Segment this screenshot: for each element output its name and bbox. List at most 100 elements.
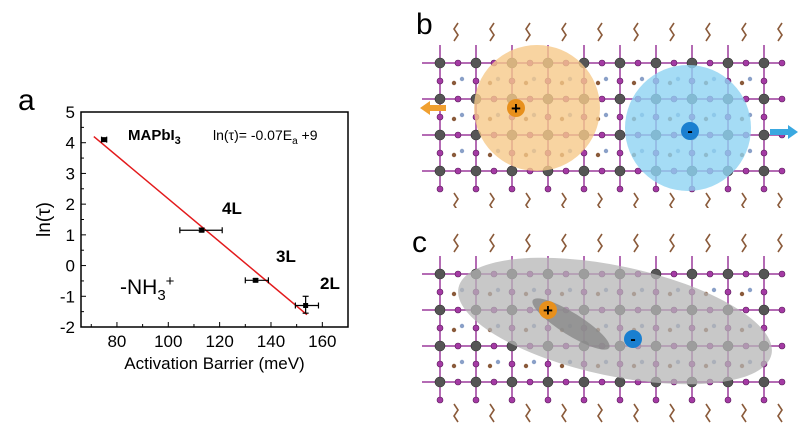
nitrogen-atom <box>495 359 501 365</box>
nitrogen-atom <box>639 76 645 82</box>
lead-atom <box>758 376 770 388</box>
data-point <box>101 137 107 143</box>
iodine-atom <box>760 288 768 296</box>
nitrogen-atom <box>459 76 465 82</box>
iodine-atom <box>616 77 624 85</box>
spacer-chain <box>741 403 747 423</box>
iodine-atom <box>472 360 480 368</box>
y-tick-label: 2 <box>66 195 75 214</box>
lead-atom <box>542 376 554 388</box>
fit-line-group <box>93 135 308 316</box>
y-tick-label: -1 <box>60 287 75 306</box>
spacer-chain <box>777 192 783 208</box>
spacer-chain <box>669 403 675 423</box>
spacer-chain <box>741 233 747 253</box>
carbon-atom <box>451 291 457 297</box>
iodine-atom <box>598 59 606 67</box>
point-label-subscript: 3 <box>175 135 181 147</box>
iodine-atom <box>454 95 462 103</box>
carbon-atom <box>631 80 637 86</box>
iodine-atom <box>598 378 606 386</box>
iodine-atom <box>472 185 480 193</box>
y-axis-title: ln(τ) <box>34 202 55 237</box>
iodine-atom <box>436 396 444 404</box>
lead-atom <box>434 268 446 280</box>
data-points <box>100 136 320 314</box>
iodine-atom <box>436 113 444 121</box>
iodine-atom <box>454 270 462 278</box>
lead-atom <box>506 376 518 388</box>
spacer-chain <box>489 192 495 208</box>
iodine-atom <box>436 324 444 332</box>
spacer-chain <box>525 22 531 42</box>
iodine-atom <box>670 270 678 278</box>
lead-atom <box>470 57 482 69</box>
carbon-atom <box>595 152 601 158</box>
iodine-atom <box>472 396 480 404</box>
spacer-chain <box>561 22 567 42</box>
iodine-atom <box>616 113 624 121</box>
lead-atom <box>434 93 446 105</box>
carbon-atom <box>739 291 745 297</box>
spacer-chain <box>489 22 495 42</box>
iodine-atom <box>760 77 768 85</box>
iodine-atom <box>778 167 786 175</box>
iodine-atom <box>436 288 444 296</box>
lead-atom <box>434 340 446 352</box>
spacer-chain <box>525 192 531 208</box>
iodine-atom <box>598 167 606 175</box>
iodine-atom <box>616 185 624 193</box>
lead-atom <box>506 165 518 177</box>
spacer-chain <box>705 233 711 253</box>
iodine-atom <box>454 131 462 139</box>
spacer-chain <box>705 403 711 423</box>
positive-charge-icon <box>507 99 525 117</box>
nitrogen-atom <box>459 323 465 329</box>
iodine-atom <box>544 396 552 404</box>
spacer-chain <box>561 403 567 423</box>
spacer-chain <box>597 22 603 42</box>
lead-atom <box>758 268 770 280</box>
fit-line <box>93 135 308 316</box>
carbon-atom <box>451 327 457 333</box>
data-point-group <box>179 227 223 234</box>
carbon-atom <box>451 116 457 122</box>
spacer-chain <box>741 22 747 42</box>
iodine-atom <box>652 396 660 404</box>
y-tick-label: 0 <box>66 257 75 276</box>
hole-polaron-region <box>474 45 600 171</box>
iodine-atom <box>778 270 786 278</box>
iodine-atom <box>778 306 786 314</box>
iodine-atom <box>598 95 606 103</box>
iodine-atom <box>778 59 786 67</box>
iodine-atom <box>508 396 516 404</box>
lead-atom <box>434 304 446 316</box>
panel-label-b: b <box>416 8 433 41</box>
carbon-atom <box>595 80 601 86</box>
spacer-chain <box>777 233 783 253</box>
lead-atom <box>578 165 590 177</box>
iodine-atom <box>760 185 768 193</box>
spacer-chain <box>777 403 783 423</box>
iodine-atom <box>436 77 444 85</box>
iodine-atom <box>634 167 642 175</box>
spacer-chain <box>633 233 639 253</box>
iodine-atom <box>760 396 768 404</box>
spacer-chain <box>453 22 459 42</box>
iodine-atom <box>490 167 498 175</box>
y-tick-label: 1 <box>66 226 75 245</box>
lead-atom <box>470 165 482 177</box>
nitrogen-atom <box>747 287 753 293</box>
lead-atom <box>758 93 770 105</box>
iodine-atom <box>778 378 786 386</box>
spacer-chain <box>597 233 603 253</box>
iodine-atom <box>724 288 732 296</box>
lead-atom <box>722 268 734 280</box>
spacer-chain <box>777 22 783 42</box>
nitrogen-atom <box>603 76 609 82</box>
iodine-atom <box>652 185 660 193</box>
spacer-chain <box>669 22 675 42</box>
data-point <box>253 277 259 283</box>
spacer-chain <box>669 233 675 253</box>
lead-atom <box>434 129 446 141</box>
